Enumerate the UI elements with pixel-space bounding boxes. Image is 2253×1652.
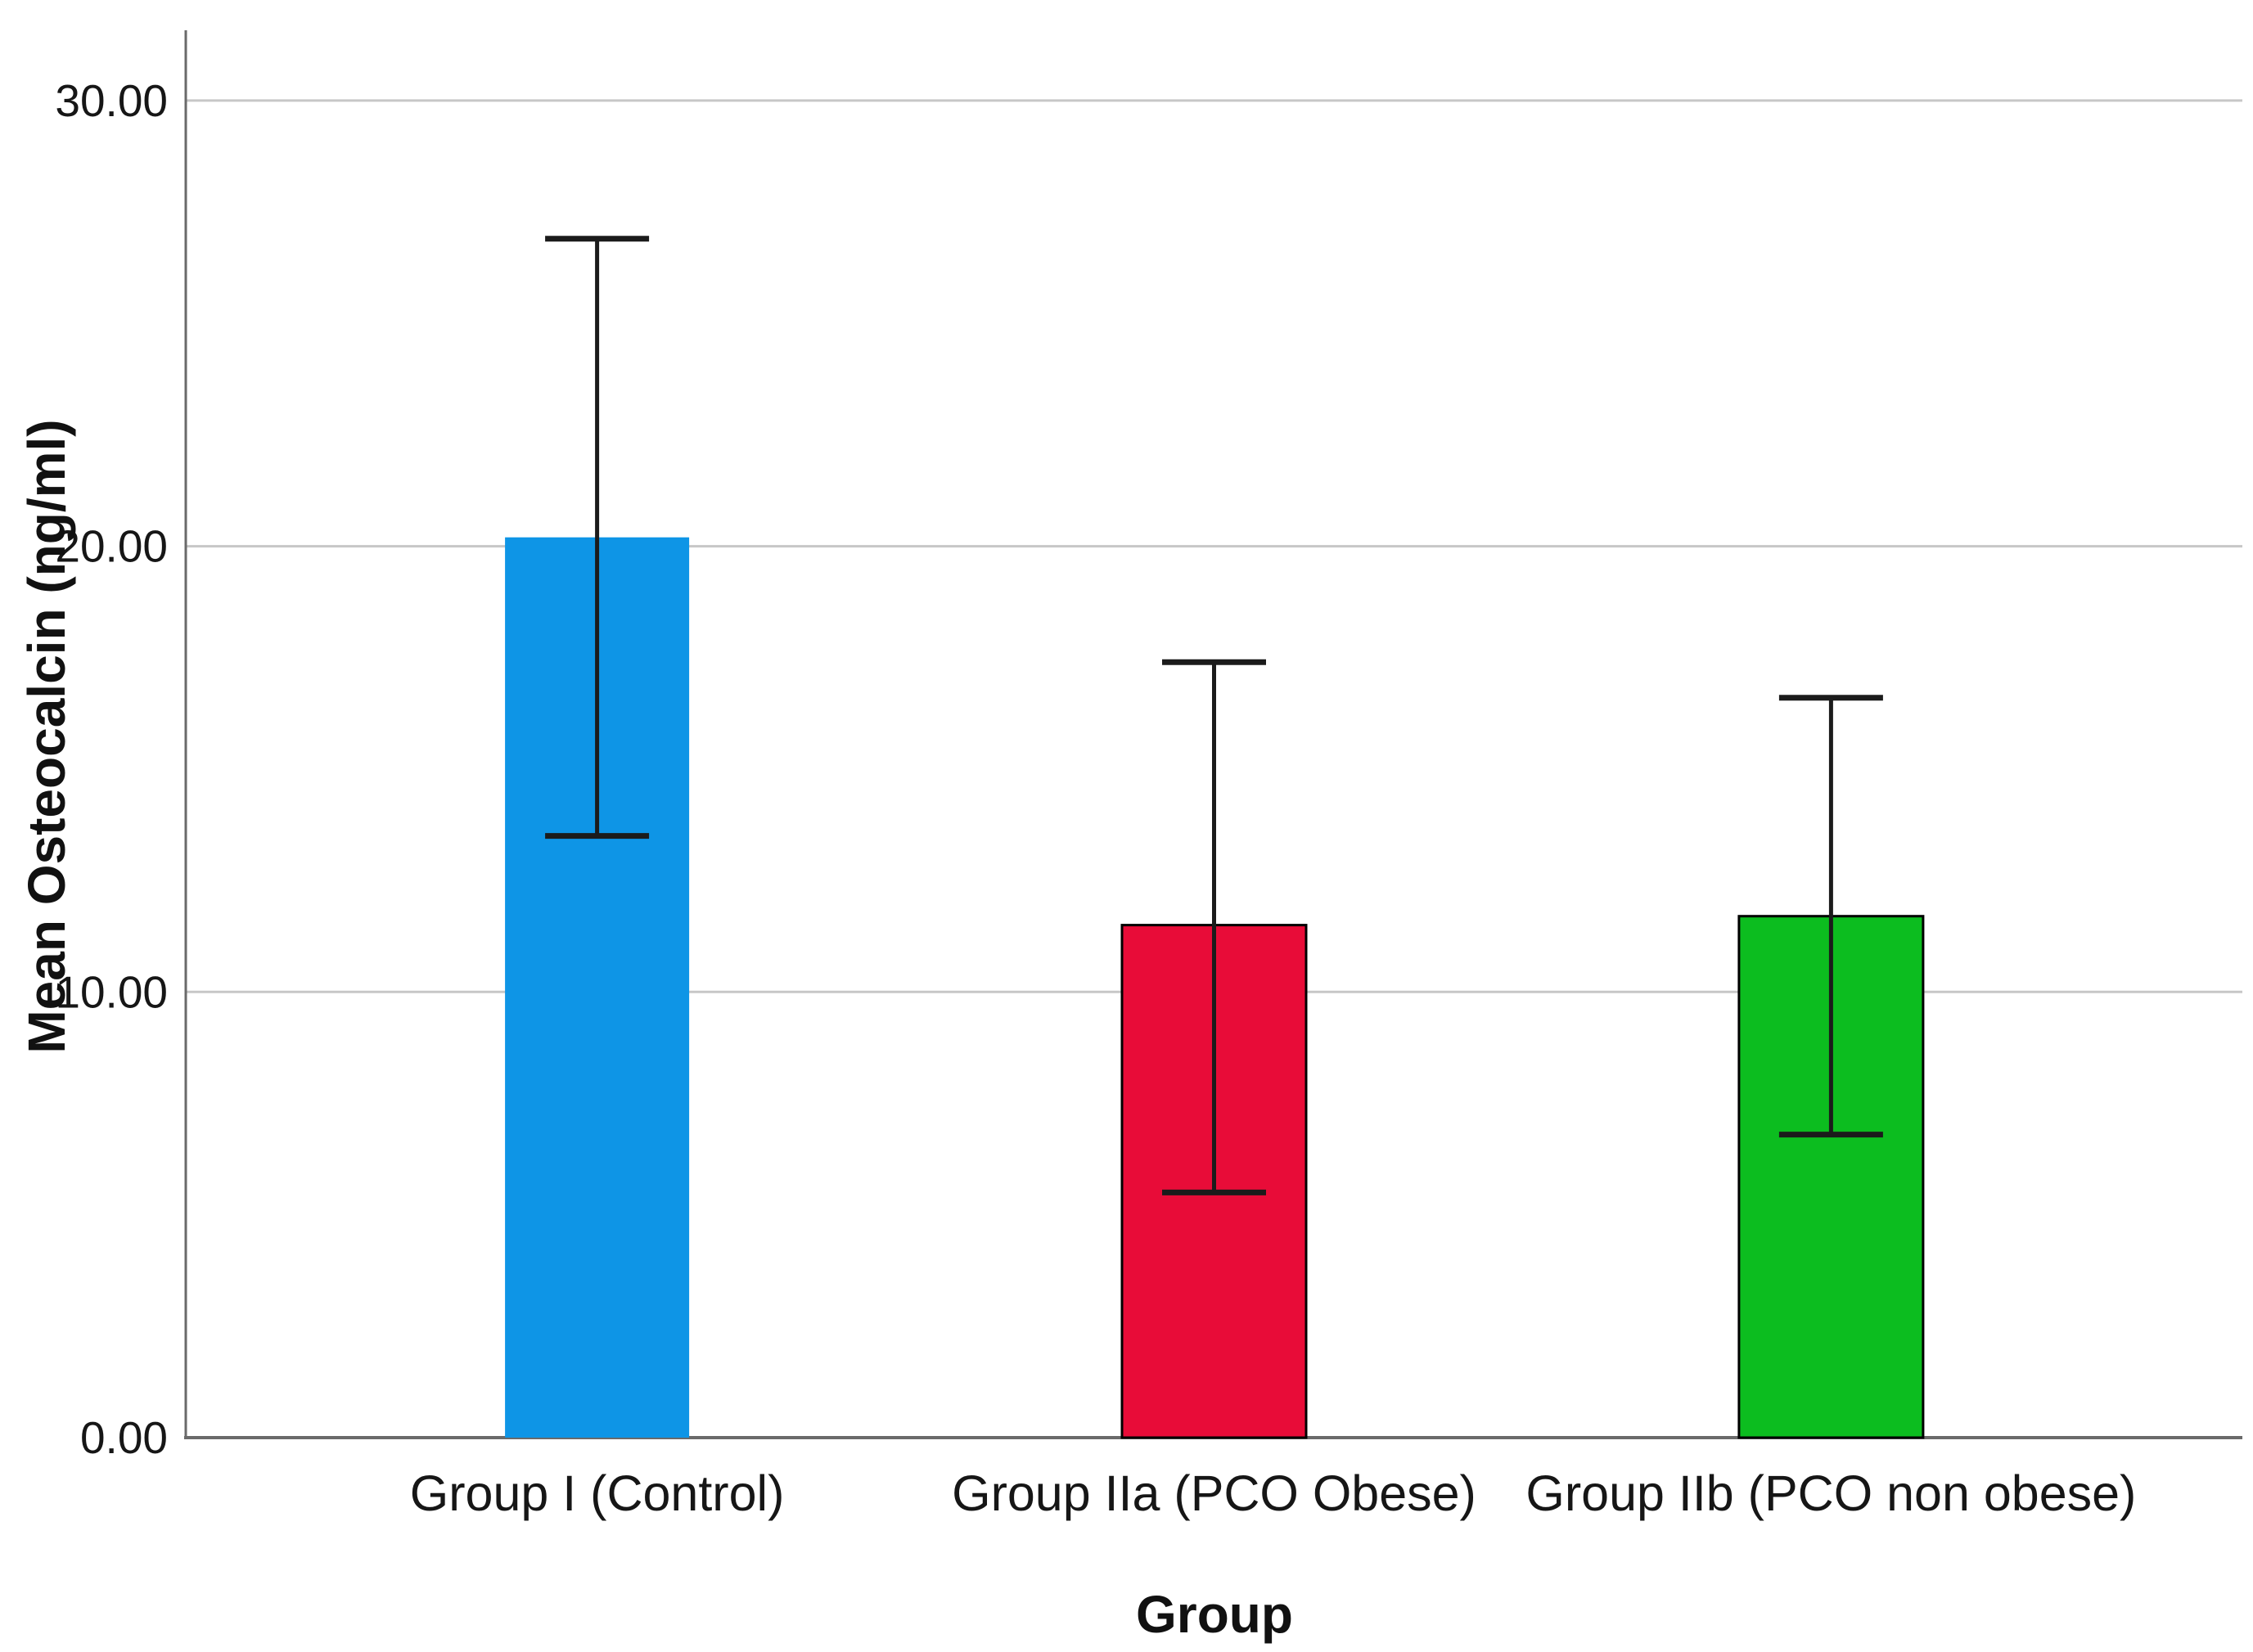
y-tick-label: 20.00	[55, 521, 168, 572]
y-axis-title: Mean Osteocalcin (ng/ml)	[17, 419, 76, 1054]
y-tick-label: 0.00	[80, 1412, 168, 1463]
y-tick-label: 30.00	[55, 75, 168, 126]
x-axis-title: Group	[1136, 1585, 1293, 1644]
x-category-label: Group IIb (PCO non obese)	[1525, 1465, 2136, 1521]
x-category-label: Group I (Control)	[410, 1465, 785, 1521]
y-tick-label: 10.00	[55, 966, 168, 1017]
x-category-label: Group IIa (PCO Obese)	[952, 1465, 1476, 1521]
